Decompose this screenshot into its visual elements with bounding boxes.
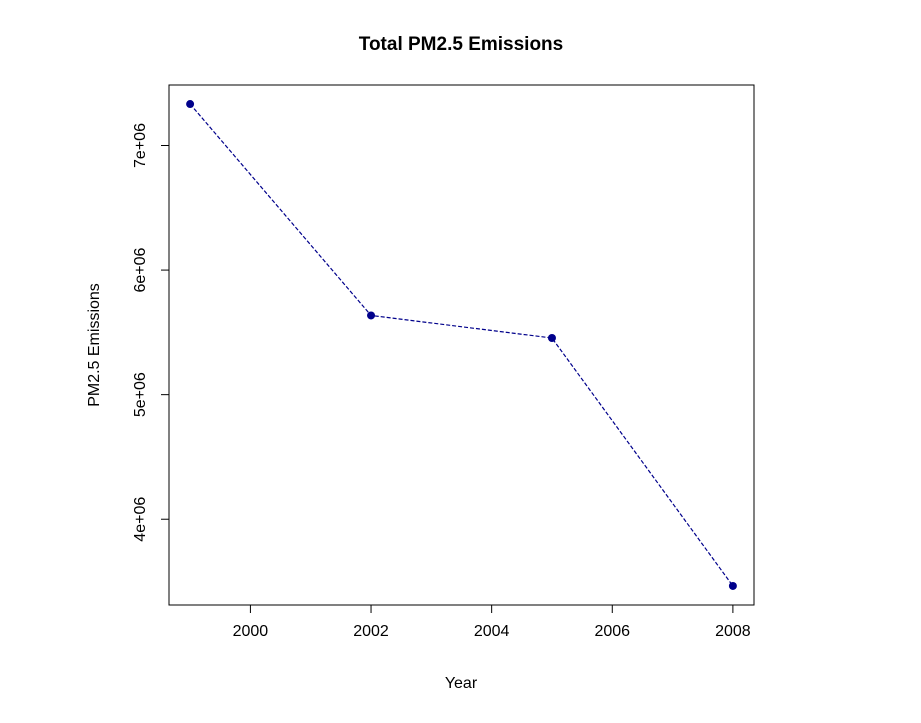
x-tick-label: 2008 bbox=[715, 623, 751, 640]
data-point bbox=[547, 334, 556, 343]
chart-title: Total PM2.5 Emissions bbox=[359, 34, 563, 55]
y-axis-label: PM2.5 Emissions bbox=[86, 283, 103, 407]
plot-frame bbox=[168, 84, 755, 606]
y-tick-label: 6e+06 bbox=[132, 248, 149, 293]
x-tick-label: 2004 bbox=[474, 623, 510, 640]
x-tick-label: 2006 bbox=[594, 623, 630, 640]
y-tick-label: 4e+06 bbox=[132, 497, 149, 542]
x-axis-label: Year bbox=[445, 675, 478, 692]
x-tick-label: 2002 bbox=[353, 623, 389, 640]
data-point bbox=[728, 581, 737, 590]
series-line bbox=[189, 103, 734, 587]
data-point bbox=[186, 100, 195, 109]
x-axis: 2000 2002 2004 2006 2008 bbox=[233, 605, 751, 640]
y-tick-label: 5e+06 bbox=[132, 372, 149, 417]
y-axis: 4e+06 5e+06 6e+06 7e+06 bbox=[132, 123, 169, 542]
data-point bbox=[367, 311, 376, 320]
y-tick-label: 7e+06 bbox=[132, 123, 149, 168]
x-tick-label: 2000 bbox=[233, 623, 269, 640]
series-layer bbox=[186, 100, 737, 590]
